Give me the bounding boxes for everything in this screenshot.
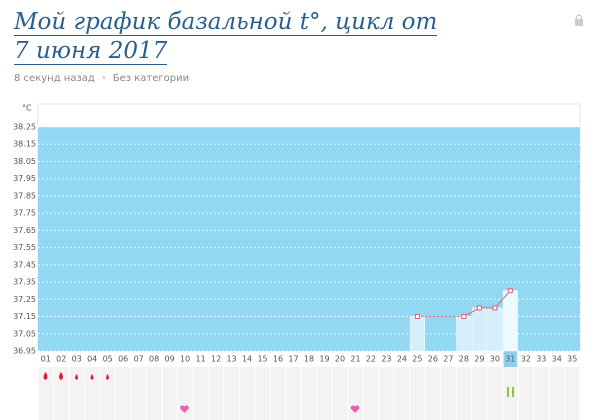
x-tick-label: 08 [149,355,159,364]
y-tick-label: 37.35 [13,278,36,287]
x-tick-label: 13 [226,355,236,364]
x-tick-label: 24 [397,355,407,364]
y-tick-label: 37.15 [13,312,36,321]
meta: 8 секунд назад • Без категории [14,73,189,84]
day-bar [487,307,503,352]
x-tick-label: 30 [490,355,500,364]
x-tick-label: 33 [536,355,546,364]
x-tick-label: 07 [134,355,144,364]
x-tick-label: 15 [257,355,267,364]
temp-point [414,314,420,320]
y-tick-label: 38.05 [13,157,36,166]
y-tick-label: 37.65 [13,226,36,235]
x-tick-label: 12 [211,355,221,364]
x-tick-label: 11 [196,355,206,364]
x-tick-label: 19 [319,355,329,364]
day-bar [502,290,518,352]
temp-point [507,288,513,294]
y-tick-label: 37.05 [13,329,36,338]
x-tick-label: 22 [366,355,376,364]
y-tick-label: 37.95 [13,174,36,183]
x-tick-label: 20 [335,355,345,364]
day-bar [409,316,425,352]
post-category[interactable]: Без категории [112,73,190,84]
x-tick-label: 31 [505,355,515,364]
temp-line [463,290,511,317]
post-time: 8 секунд назад [14,73,95,84]
x-tick-label: 26 [428,355,438,364]
temp-point [492,305,498,311]
x-tick-label: 06 [118,355,128,364]
temp-point [476,305,482,311]
y-tick-label: 37.75 [13,209,36,218]
x-tick-label: 14 [242,355,252,364]
y-axis-label: °C [22,104,32,113]
x-tick-label: 32 [521,355,531,364]
x-tick-label: 16 [273,355,283,364]
x-tick-label: 34 [552,355,562,364]
separator: • [100,73,107,84]
y-tick-label: 37.55 [13,243,36,252]
marker-panel [38,367,580,420]
current-day [503,351,518,367]
x-tick-label: 29 [474,355,484,364]
y-tick-label: 37.45 [13,260,36,269]
post-title[interactable]: Мой график базальной t°, цикл от 7 июня … [14,8,454,66]
x-tick-label: 25 [412,355,422,364]
x-tick-label: 02 [56,355,66,364]
x-tick-label: 35 [567,355,577,364]
y-tick-label: 38.15 [13,140,36,149]
x-tick-label: 21 [350,355,360,364]
day-bar [471,307,487,352]
day-bar [456,316,472,352]
x-tick-label: 23 [381,355,391,364]
x-tick-label: 10 [180,355,190,364]
y-tick-label: 37.25 [13,295,36,304]
temp-point [461,314,467,320]
y-tick-label: 37.85 [13,191,36,200]
x-tick-label: 04 [87,355,97,364]
x-tick-label: 28 [459,355,469,364]
x-tick-label: 27 [443,355,453,364]
x-tick-label: 05 [103,355,113,364]
x-tick-label: 18 [304,355,314,364]
x-tick-label: 01 [41,355,51,364]
title-text[interactable]: Мой график базальной t°, цикл от 7 июня … [14,9,438,65]
lock-icon [575,14,583,26]
x-tick-label: 03 [72,355,82,364]
x-tick-label: 17 [288,355,298,364]
x-tick-label: 09 [165,355,175,364]
y-tick-label: 36.95 [13,347,36,356]
y-tick-label: 38.25 [13,123,36,132]
